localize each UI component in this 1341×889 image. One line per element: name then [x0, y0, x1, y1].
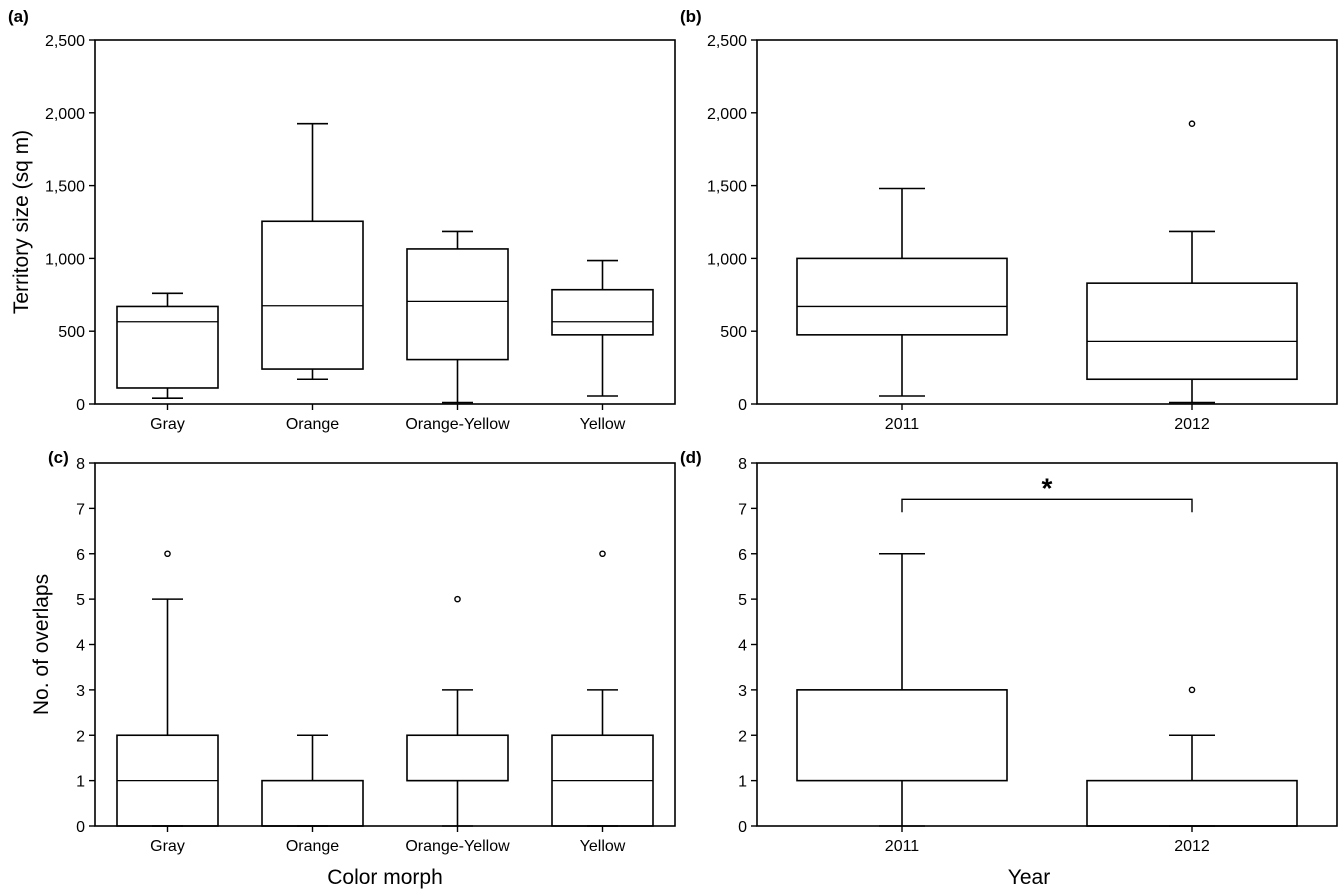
box-iqr — [551, 288, 654, 336]
plot-frame-a — [94, 39, 676, 405]
panel-d: (d) 0 1 2 3 4 5 6 7 8 2011 2012 * — [680, 448, 1338, 855]
y-tick-label: 2,500 — [45, 33, 85, 50]
y-tick-label: 8 — [738, 456, 747, 473]
plot-frame-b — [756, 39, 1338, 405]
outlier-point — [164, 550, 171, 558]
y-tick-label: 2,500 — [707, 33, 747, 50]
boxplot-c-orange — [261, 734, 364, 827]
x-tick-label-orange-yellow: Orange-Yellow — [405, 838, 510, 855]
x-tick-label-yellow: Yellow — [580, 838, 626, 855]
box-iqr — [406, 734, 509, 782]
y-tick-label: 7 — [738, 501, 747, 518]
x-axis-title-color-morph: Color morph — [327, 866, 443, 889]
box-iqr — [261, 779, 364, 827]
x-tick-label-orange-yellow: Orange-Yellow — [405, 416, 510, 433]
y-tick-label: 2 — [738, 728, 747, 745]
y-tick-label: 0 — [76, 819, 85, 836]
x-tick-label-2012: 2012 — [1174, 416, 1210, 433]
outlier-point — [599, 550, 606, 558]
y-tick-label: 2,000 — [45, 106, 85, 123]
y-tick-label: 2,000 — [707, 106, 747, 123]
plot-frame-d — [756, 462, 1338, 827]
box-iqr — [116, 305, 219, 389]
outlier-point — [1188, 120, 1196, 128]
y-axis-title-c: No. of overlaps — [30, 574, 53, 715]
y-tick-label: 3 — [76, 683, 85, 700]
y-tick-label: 1,000 — [45, 251, 85, 268]
y-tick-label: 1 — [738, 774, 747, 791]
y-tick-label: 500 — [58, 324, 85, 341]
boxplot-d-2012 — [1086, 686, 1298, 827]
y-tick-label: 7 — [76, 501, 85, 518]
y-tick-label: 5 — [738, 592, 747, 609]
x-tick-label-orange: Orange — [286, 416, 339, 433]
significance-bracket — [901, 498, 1193, 513]
boxplot-c-yellow — [551, 550, 654, 827]
y-tick-label: 1 — [76, 774, 85, 791]
y-tick-label: 0 — [738, 819, 747, 836]
box-iqr — [1086, 282, 1298, 381]
panel-a: (a) Territory size (sq m) 0 500 1,000 1,500 2,… — [8, 7, 676, 433]
boxplot-a-yellow — [551, 259, 654, 397]
x-tick-label-2011: 2011 — [885, 838, 920, 855]
panel-c: (c) No. of overlaps 0 1 2 3 4 5 6 7 8 Gray Orange Ora… — [30, 448, 676, 855]
boxplot-c-orange-yellow — [406, 595, 509, 827]
boxplot-b-2011 — [796, 187, 1008, 397]
y-tick-label: 8 — [76, 456, 85, 473]
y-tick-label: 6 — [76, 547, 85, 564]
panel-label-b: (b) — [680, 7, 702, 26]
boxplot-b-2012 — [1086, 120, 1298, 404]
y-tick-label: 0 — [738, 397, 747, 414]
plot-frame-c — [94, 462, 676, 827]
outlier-point — [1188, 686, 1196, 694]
y-tick-label: 6 — [738, 547, 747, 564]
box-iqr — [1086, 779, 1298, 827]
y-tick-label: 500 — [720, 324, 747, 341]
box-iqr — [796, 257, 1008, 336]
y-tick-label: 4 — [738, 638, 747, 655]
boxplot-c-gray — [116, 550, 219, 827]
boxplot-a-gray — [116, 292, 219, 399]
x-tick-label-gray: Gray — [150, 416, 185, 433]
x-tick-label-yellow: Yellow — [580, 416, 626, 433]
y-tick-label: 3 — [738, 683, 747, 700]
panel-label-c: (c) — [48, 448, 69, 467]
x-tick-label-2011: 2011 — [885, 416, 920, 433]
panel-b: (b) 0 500 1,000 1,500 2,000 2,500 2011 2012 — [680, 7, 1338, 433]
x-tick-label-gray: Gray — [150, 838, 185, 855]
y-tick-label: 2 — [76, 728, 85, 745]
x-tick-label-orange: Orange — [286, 838, 339, 855]
y-tick-label: 0 — [76, 397, 85, 414]
significance-star: * — [1042, 472, 1053, 503]
y-tick-label: 5 — [76, 592, 85, 609]
y-tick-label: 1,500 — [707, 179, 747, 196]
boxplot-a-orange — [261, 122, 364, 381]
outlier-point — [454, 595, 461, 603]
x-axis-title-year: Year — [1008, 866, 1050, 889]
y-tick-label: 4 — [76, 638, 85, 655]
boxplot-a-orange-yellow — [406, 230, 509, 404]
box-iqr — [406, 248, 509, 361]
panel-label-d: (d) — [680, 448, 702, 467]
box-iqr — [261, 220, 364, 370]
x-tick-label-2012: 2012 — [1174, 838, 1210, 855]
y-tick-label: 1,500 — [45, 179, 85, 196]
y-axis-title-a: Territory size (sq m) — [10, 130, 33, 314]
boxplot-d-2011 — [796, 552, 1008, 827]
box-iqr — [796, 689, 1008, 782]
panel-label-a: (a) — [8, 7, 29, 26]
y-tick-label: 1,000 — [707, 251, 747, 268]
